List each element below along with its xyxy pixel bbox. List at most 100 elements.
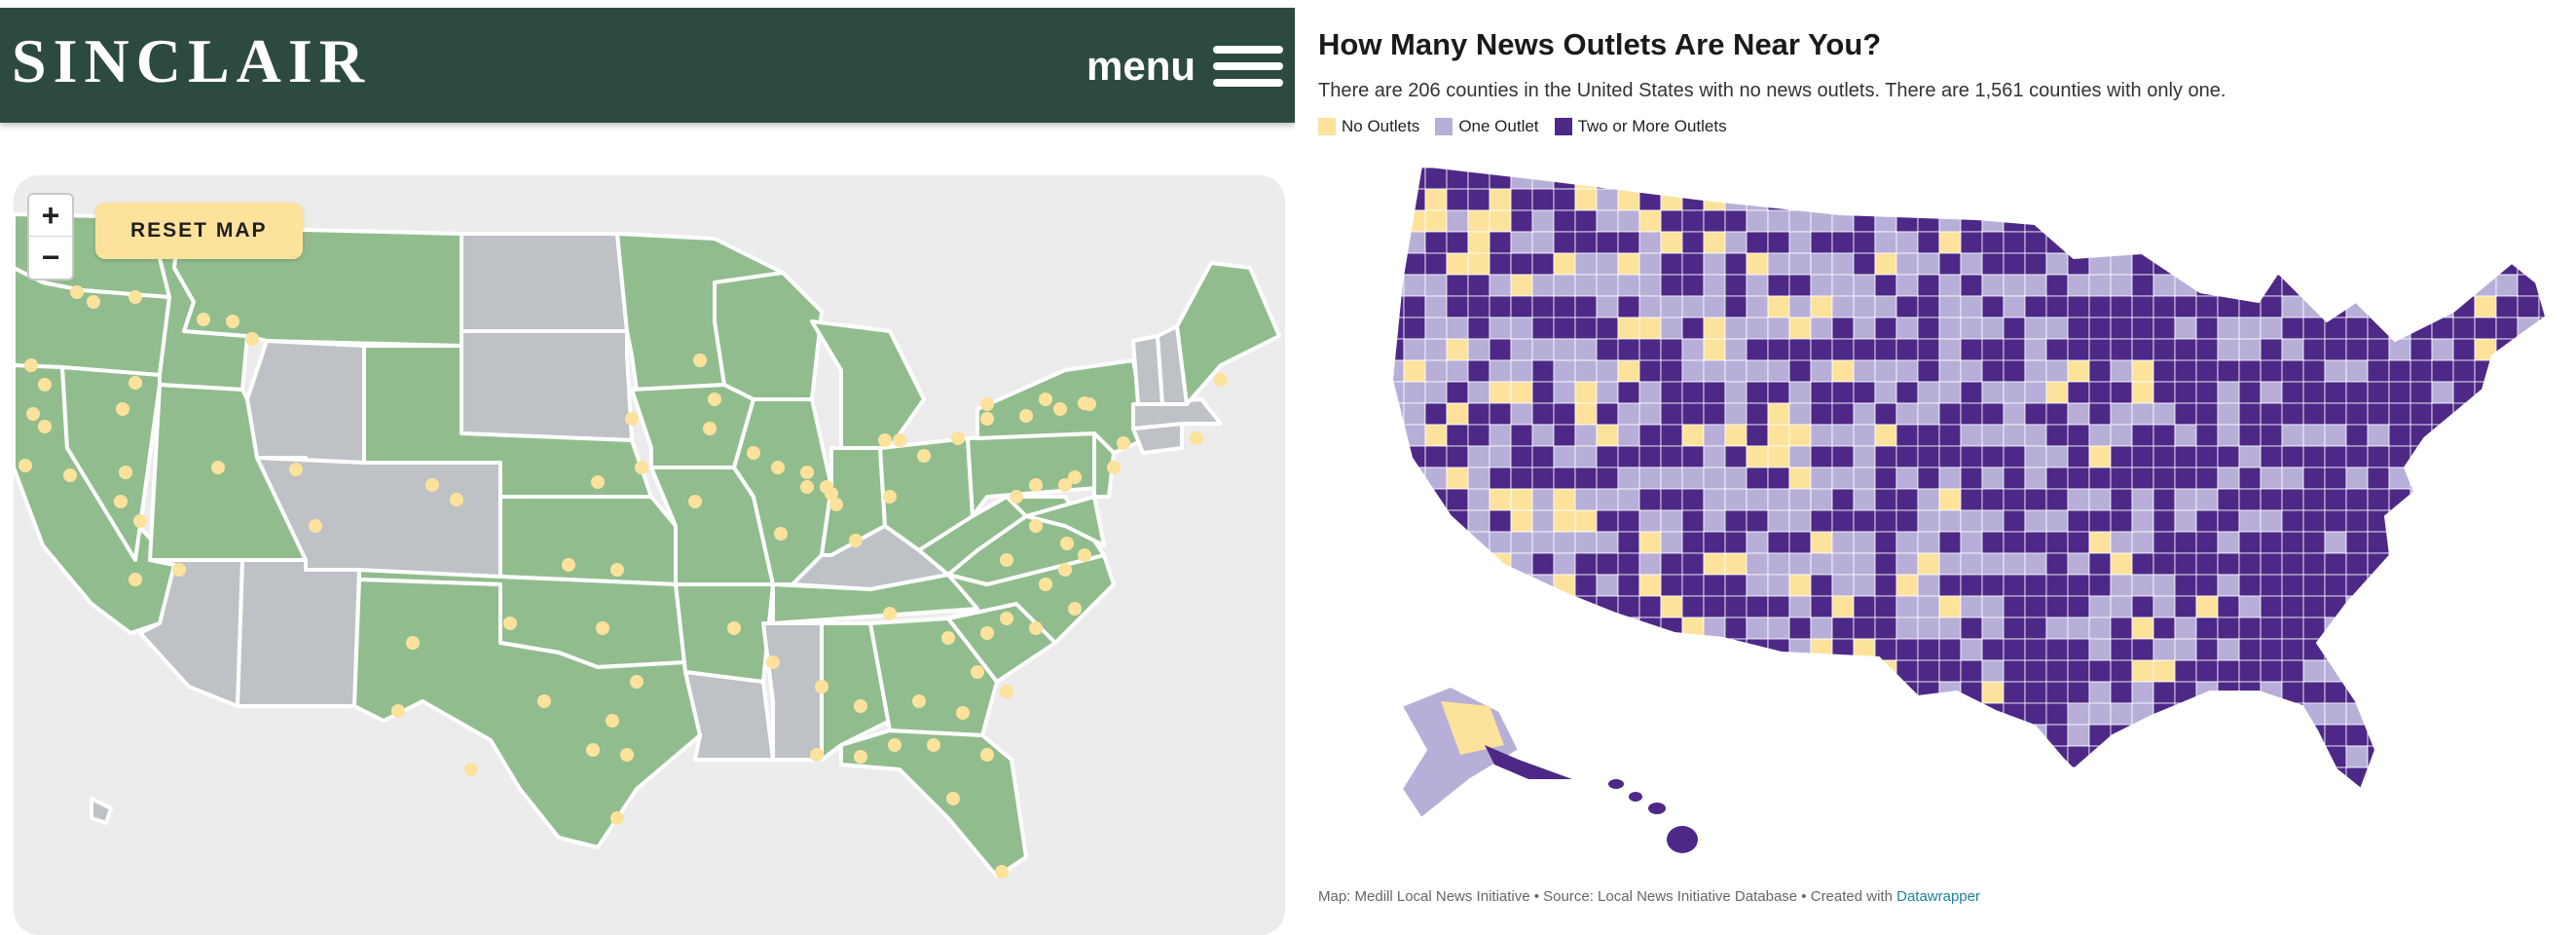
county[interactable] xyxy=(2174,531,2197,554)
county[interactable] xyxy=(2174,188,2197,211)
county[interactable] xyxy=(2217,167,2240,190)
county[interactable] xyxy=(1446,638,1469,661)
county[interactable] xyxy=(2324,424,2347,447)
county[interactable] xyxy=(2324,574,2347,597)
county[interactable] xyxy=(1447,810,1468,832)
county[interactable] xyxy=(1831,509,1855,533)
county[interactable] xyxy=(2174,638,2197,661)
county[interactable] xyxy=(2452,338,2476,361)
county[interactable] xyxy=(1596,338,1619,361)
county[interactable] xyxy=(1895,702,1919,726)
station-marker[interactable] xyxy=(995,865,1009,879)
county[interactable] xyxy=(1489,552,1512,576)
county[interactable] xyxy=(1788,488,1812,511)
county[interactable] xyxy=(1638,317,1662,340)
county[interactable] xyxy=(2431,402,2454,426)
county[interactable] xyxy=(2388,574,2411,597)
county[interactable] xyxy=(2088,552,2112,576)
station-marker[interactable] xyxy=(87,295,100,309)
county[interactable] xyxy=(2067,188,2090,211)
county[interactable] xyxy=(2496,810,2518,832)
county[interactable] xyxy=(2538,724,2560,747)
county[interactable] xyxy=(1660,574,1683,597)
county[interactable] xyxy=(1382,745,1405,768)
county[interactable] xyxy=(1981,424,2005,447)
county[interactable] xyxy=(2367,681,2390,704)
county[interactable] xyxy=(2302,767,2326,789)
county[interactable] xyxy=(2238,509,2262,533)
county[interactable] xyxy=(2217,188,2240,211)
county[interactable] xyxy=(1617,638,1640,661)
county[interactable] xyxy=(1788,167,1812,190)
county[interactable] xyxy=(1831,445,1855,468)
county[interactable] xyxy=(1703,231,1726,254)
county[interactable] xyxy=(2238,338,2262,361)
county[interactable] xyxy=(2388,681,2411,704)
county[interactable] xyxy=(1724,209,1748,233)
county[interactable] xyxy=(1403,659,1426,683)
county[interactable] xyxy=(2388,724,2411,747)
county[interactable] xyxy=(2131,467,2154,490)
county[interactable] xyxy=(2410,381,2433,404)
county[interactable] xyxy=(1574,402,1598,426)
station-marker[interactable] xyxy=(980,748,994,762)
county[interactable] xyxy=(1703,531,1726,554)
county[interactable] xyxy=(1382,317,1405,340)
county[interactable] xyxy=(1724,509,1748,533)
county[interactable] xyxy=(2131,552,2154,576)
county[interactable] xyxy=(1874,574,1897,597)
state-wyoming[interactable] xyxy=(245,339,366,465)
county[interactable] xyxy=(2495,788,2519,810)
county[interactable] xyxy=(1874,209,1897,233)
station-marker[interactable] xyxy=(927,738,940,752)
county[interactable] xyxy=(1424,359,1448,383)
county[interactable] xyxy=(1810,188,1833,211)
county[interactable] xyxy=(2024,167,2047,190)
station-marker[interactable] xyxy=(893,433,906,447)
county[interactable] xyxy=(2024,702,2047,726)
county[interactable] xyxy=(1960,552,1983,576)
county[interactable] xyxy=(2345,424,2369,447)
county[interactable] xyxy=(1788,702,1812,726)
county[interactable] xyxy=(1895,252,1919,276)
county[interactable] xyxy=(2324,295,2347,318)
county[interactable] xyxy=(2302,231,2326,254)
county[interactable] xyxy=(2431,209,2454,233)
county[interactable] xyxy=(1617,274,1640,297)
county[interactable] xyxy=(1874,531,1897,554)
county[interactable] xyxy=(1553,724,1576,747)
county[interactable] xyxy=(1424,252,1448,276)
county[interactable] xyxy=(2110,188,2133,211)
county[interactable] xyxy=(1938,531,1962,554)
county[interactable] xyxy=(1424,552,1448,576)
county[interactable] xyxy=(1831,617,1855,640)
county[interactable] xyxy=(1553,274,1576,297)
county[interactable] xyxy=(2431,231,2454,254)
county[interactable] xyxy=(2367,638,2390,661)
county[interactable] xyxy=(1703,745,1726,768)
county[interactable] xyxy=(1660,252,1683,276)
county[interactable] xyxy=(2238,552,2262,576)
county[interactable] xyxy=(2410,702,2433,726)
county[interactable] xyxy=(1917,359,1940,383)
county[interactable] xyxy=(1767,531,1790,554)
county[interactable] xyxy=(1424,402,1448,426)
county[interactable] xyxy=(1681,724,1705,747)
county[interactable] xyxy=(2131,574,2154,597)
county[interactable] xyxy=(1574,338,1598,361)
county-map[interactable] xyxy=(1295,146,2576,877)
county[interactable] xyxy=(2217,509,2240,533)
county[interactable] xyxy=(2410,810,2432,832)
station-marker[interactable] xyxy=(1107,461,1121,474)
county[interactable] xyxy=(2474,595,2497,618)
county[interactable] xyxy=(2195,402,2219,426)
county[interactable] xyxy=(2131,231,2154,254)
county[interactable] xyxy=(2452,359,2476,383)
county[interactable] xyxy=(2195,338,2219,361)
station-marker[interactable] xyxy=(829,498,843,511)
county[interactable] xyxy=(1896,810,1918,832)
county[interactable] xyxy=(1895,317,1919,340)
county[interactable] xyxy=(2517,767,2540,789)
county[interactable] xyxy=(1510,531,1533,554)
county[interactable] xyxy=(1895,552,1919,576)
